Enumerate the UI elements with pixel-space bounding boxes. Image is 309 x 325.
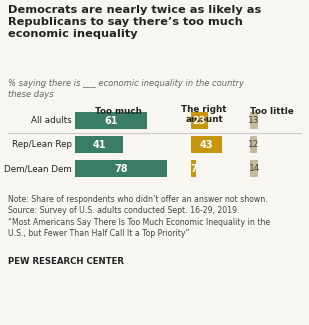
Text: Democrats are nearly twice as likely as
Republicans to say there’s too much
econ: Democrats are nearly twice as likely as … bbox=[8, 5, 261, 39]
Bar bbox=[191, 112, 208, 129]
Text: Note: Share of respondents who didn’t offer an answer not shown.
Source: Survey : Note: Share of respondents who didn’t of… bbox=[8, 195, 270, 238]
Text: 43: 43 bbox=[200, 139, 214, 150]
Text: 41: 41 bbox=[92, 139, 106, 150]
Bar bbox=[191, 136, 222, 153]
Bar bbox=[250, 136, 257, 153]
Bar bbox=[250, 112, 258, 129]
Bar bbox=[191, 160, 196, 177]
Text: 14: 14 bbox=[248, 164, 260, 173]
Bar bbox=[250, 160, 258, 177]
Text: Dem/Lean Dem: Dem/Lean Dem bbox=[4, 164, 72, 173]
Text: Too much: Too much bbox=[95, 107, 142, 116]
Text: 61: 61 bbox=[104, 115, 118, 125]
Text: Too little: Too little bbox=[250, 107, 294, 116]
Text: 12: 12 bbox=[248, 140, 259, 149]
Text: 78: 78 bbox=[114, 163, 128, 174]
Text: All adults: All adults bbox=[31, 116, 72, 125]
Bar bbox=[75, 160, 167, 177]
Text: PEW RESEARCH CENTER: PEW RESEARCH CENTER bbox=[8, 257, 124, 266]
Text: 23: 23 bbox=[193, 115, 206, 125]
Bar bbox=[75, 136, 123, 153]
Text: % saying there is ___ economic inequality in the country
these days: % saying there is ___ economic inequalit… bbox=[8, 79, 244, 99]
Text: 13: 13 bbox=[248, 116, 260, 125]
Text: Rep/Lean Rep: Rep/Lean Rep bbox=[12, 140, 72, 149]
Bar bbox=[75, 112, 147, 129]
Text: The right
amount: The right amount bbox=[181, 105, 227, 124]
Text: 7: 7 bbox=[190, 163, 197, 174]
